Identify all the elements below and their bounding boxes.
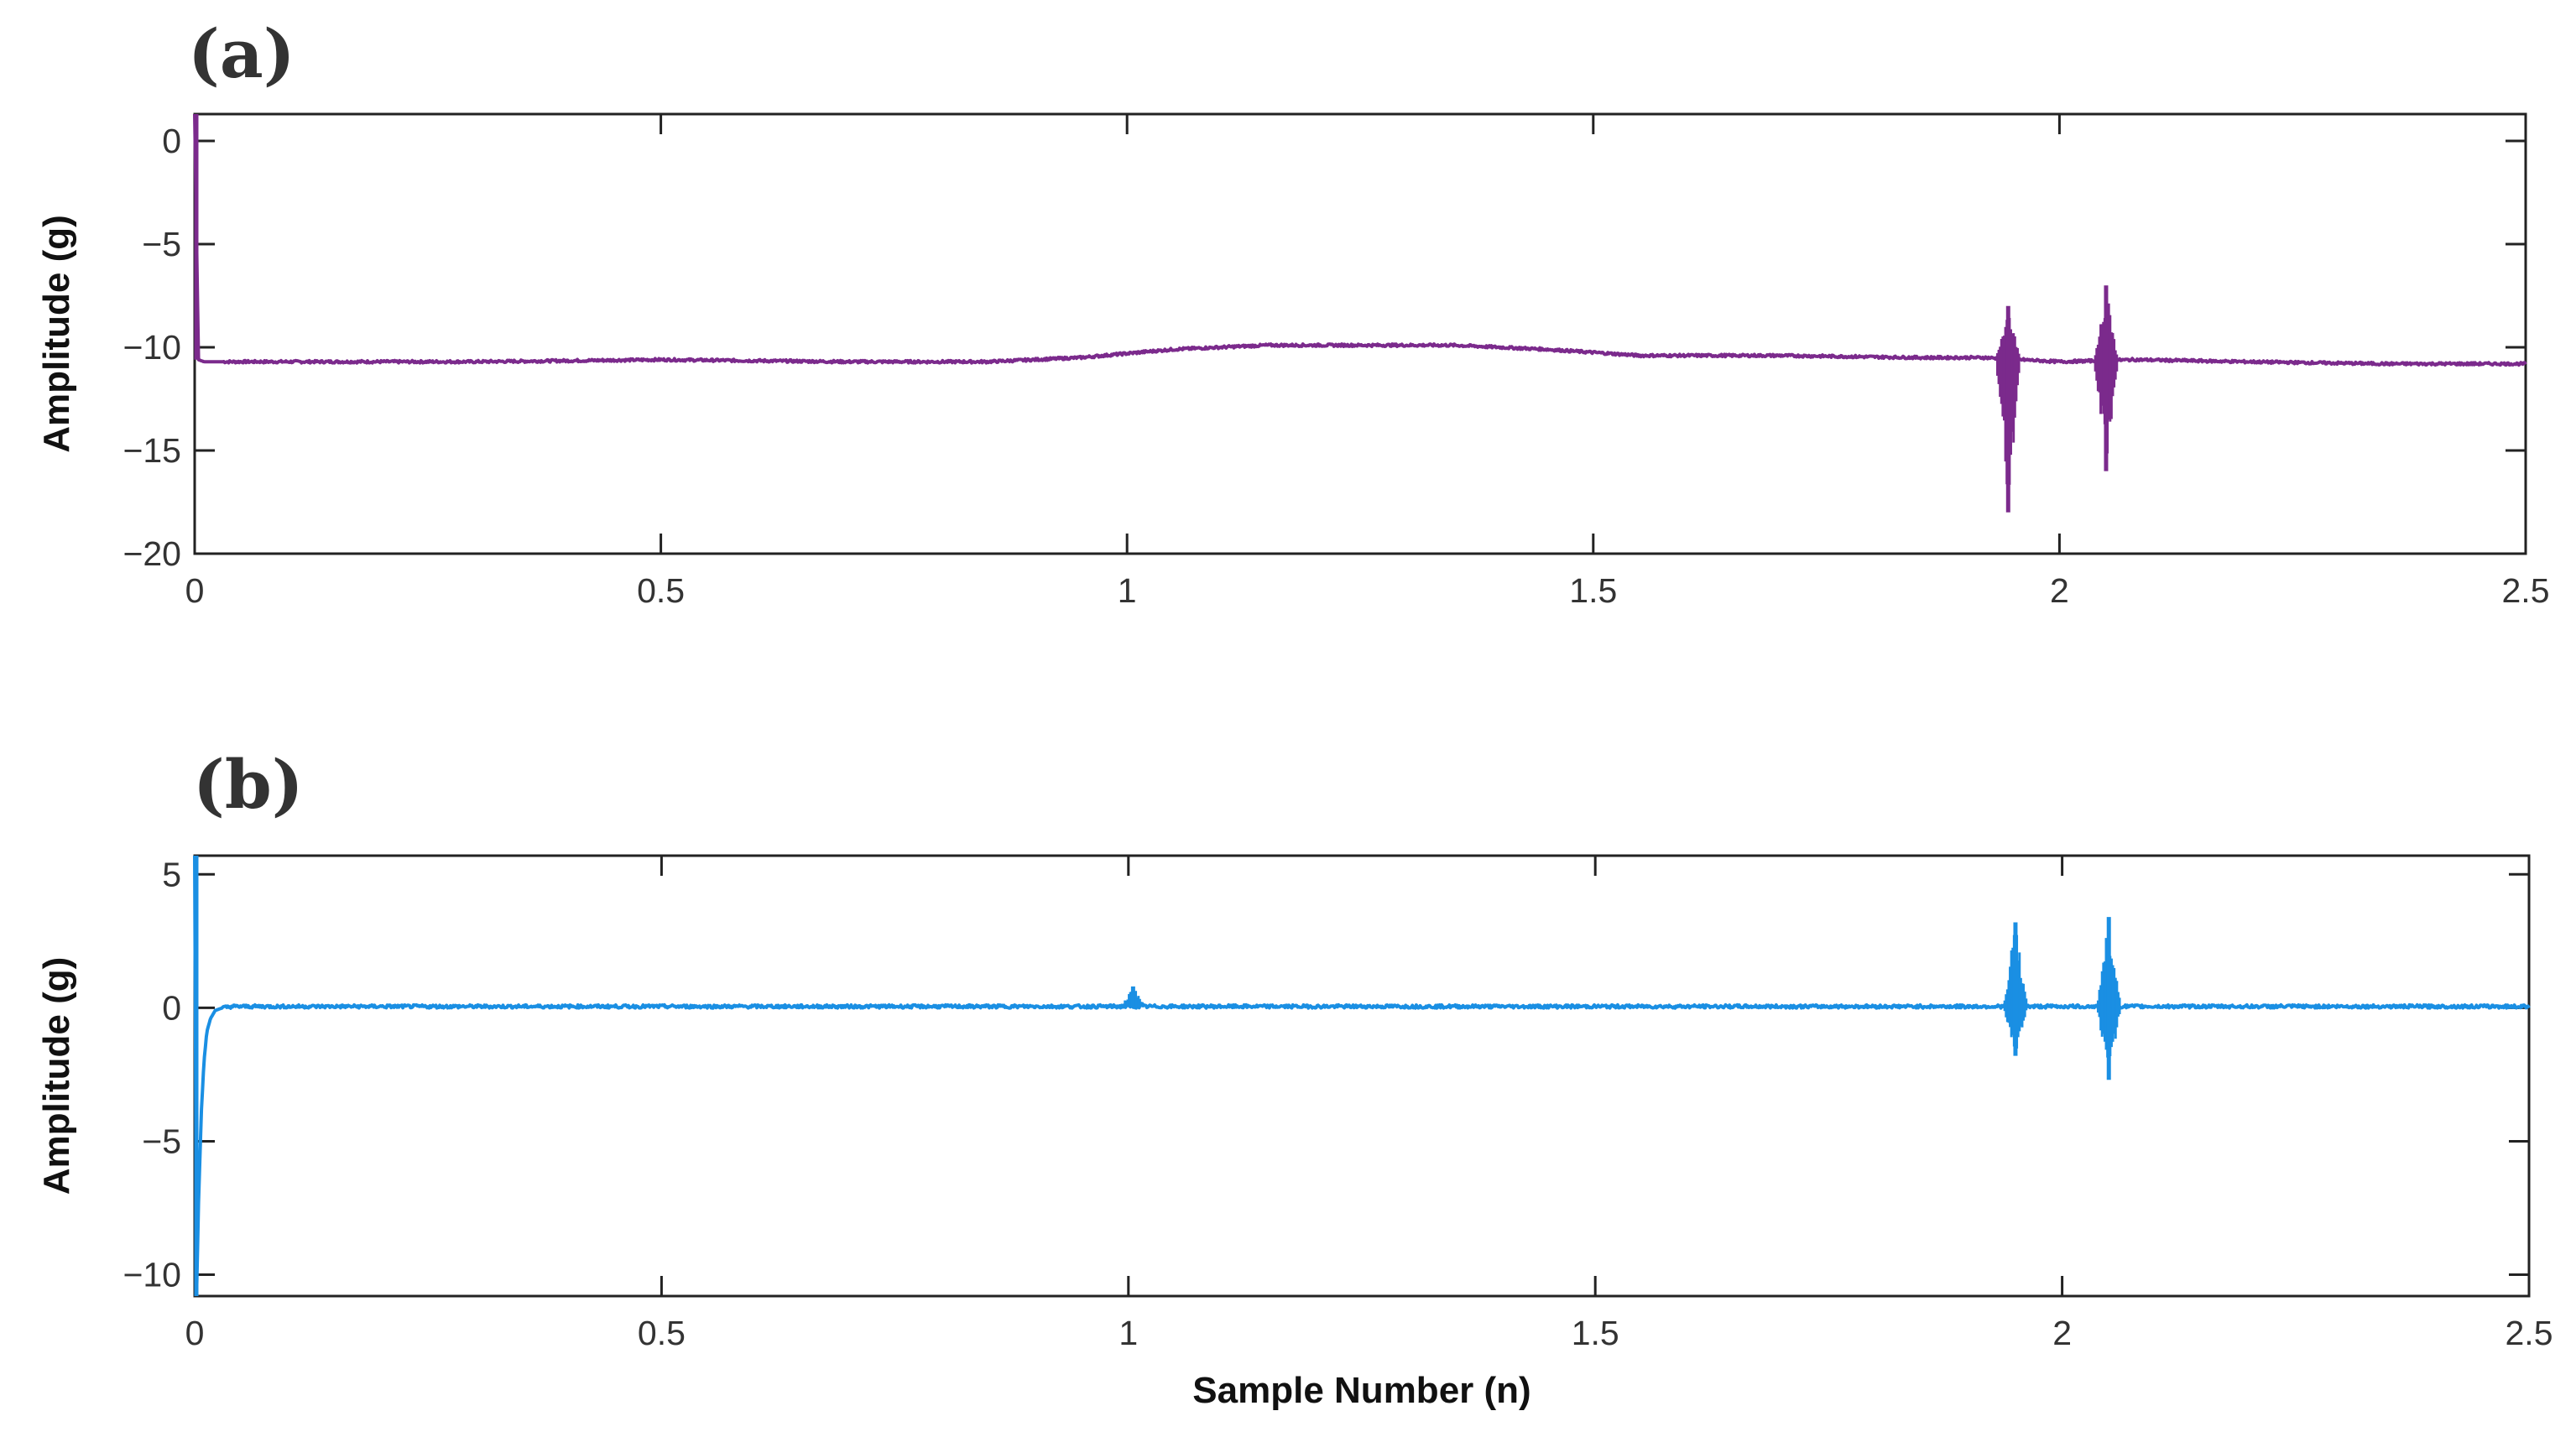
x-tick-label: 0 [185,571,205,610]
y-tick-label: −10 [123,328,181,367]
x-tick-label: 2 [2050,571,2069,610]
y-tick-label: 0 [162,122,181,160]
y-tick-label: 5 [162,855,181,893]
x-tick-label: 1 [1119,1314,1138,1352]
y-tick-label: −5 [142,225,181,263]
y-axis-title: Amplitude (g) [36,957,77,1195]
y-tick-label: −20 [123,534,181,573]
plot-frame [193,854,2531,1298]
burst [2003,922,2028,1056]
x-axis-title: Sample Number (n) [1192,1370,1530,1411]
x-tick-label: 0.5 [637,571,685,610]
y-tick-label: −10 [123,1256,181,1294]
y-tick-label: −5 [142,1122,181,1160]
x-tick-label: 1.5 [1572,1314,1619,1352]
x-tick-label: 2 [2052,1314,2072,1352]
y-tick-label: 0 [162,988,181,1027]
panel-label-a: (a) [188,14,295,93]
signal-line [193,113,2527,367]
burst [2094,285,2119,471]
panel-label-b: (b) [193,745,304,824]
burst [2096,917,2121,1080]
x-tick-label: 1 [1118,571,1137,610]
signal-line [193,855,2531,1294]
x-tick-label: 0 [185,1314,205,1352]
x-tick-label: 2.5 [2502,571,2550,610]
y-tick-label: −15 [123,431,181,470]
x-tick-label: 2.5 [2506,1314,2553,1352]
x-tick-label: 1.5 [1569,571,1617,610]
burst [1121,986,1145,1008]
burst [1995,305,2021,513]
y-axis-title: Amplitude (g) [36,215,77,453]
x-tick-label: 0.5 [638,1314,686,1352]
